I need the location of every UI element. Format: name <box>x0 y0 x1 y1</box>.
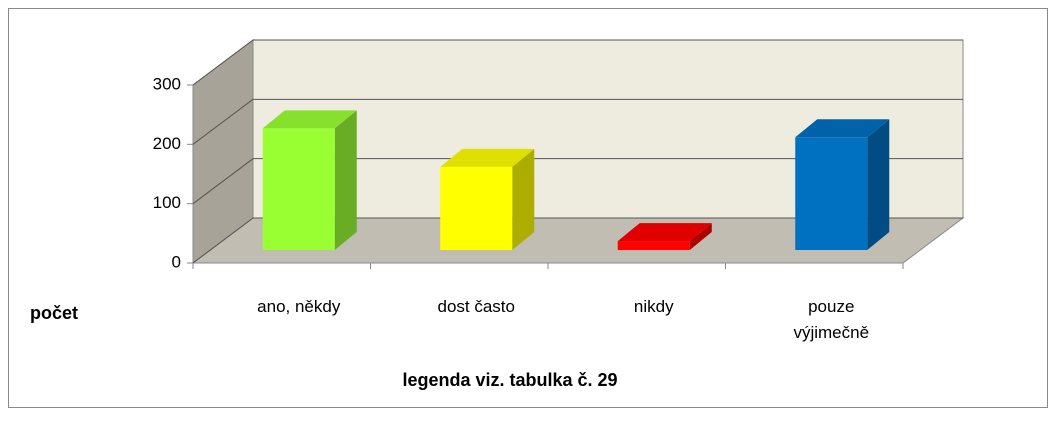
grid-line <box>192 217 254 264</box>
x-tick-label: dost často <box>437 297 516 316</box>
x-tick-label: nikdy <box>633 297 674 316</box>
bar <box>617 241 690 250</box>
x-tick-label: ano, někdy <box>257 297 341 316</box>
bar-top <box>262 110 357 129</box>
bar-side <box>689 223 712 250</box>
bar-side <box>334 110 357 250</box>
x-tick-label: pouze výjimečně <box>793 297 870 342</box>
bar-top <box>795 119 890 138</box>
bar-top <box>440 148 535 167</box>
bar-side <box>867 119 890 251</box>
bar-side <box>512 148 535 250</box>
grid-line <box>192 39 254 86</box>
x-axis-title: legenda viz. tabulka č. 29 <box>402 370 618 390</box>
y-tick-label: 100 <box>153 193 181 212</box>
chart-frame <box>8 8 1048 408</box>
grid-line <box>192 158 254 205</box>
bar-top <box>617 223 712 242</box>
y-tick-label: 0 <box>172 252 181 271</box>
bar <box>440 166 513 250</box>
y-tick-label: 200 <box>153 134 181 153</box>
y-axis-label: počet <box>30 303 79 323</box>
bar <box>262 128 335 250</box>
bar <box>795 137 868 250</box>
grid-line <box>192 98 254 145</box>
y-tick-label: 300 <box>153 74 181 93</box>
